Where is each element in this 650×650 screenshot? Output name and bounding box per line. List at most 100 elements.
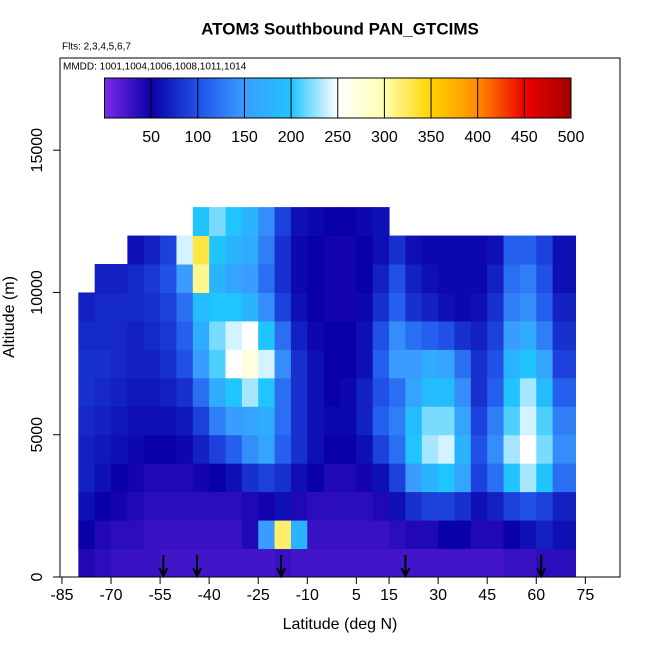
cell (405, 349, 423, 379)
cell (340, 320, 357, 350)
cell (78, 292, 96, 322)
cell (258, 377, 276, 407)
cell (225, 207, 243, 237)
cell (487, 349, 505, 379)
cell (487, 235, 505, 265)
x-tick-label: -25 (247, 587, 270, 604)
cell (127, 264, 145, 293)
cell (487, 320, 505, 350)
cell (290, 520, 308, 550)
x-tick-label: -85 (50, 587, 73, 604)
cell (111, 320, 128, 350)
cell (519, 434, 537, 464)
cell (94, 491, 112, 521)
cell (519, 548, 537, 578)
cell (307, 491, 325, 521)
cell (307, 520, 325, 550)
cell (389, 491, 406, 521)
cell (143, 434, 161, 464)
y-tick-label: 0 (29, 572, 46, 581)
cell (307, 235, 325, 265)
cell (143, 235, 161, 265)
cell (274, 292, 292, 322)
cell (454, 377, 472, 407)
plot-frame (59, 57, 621, 578)
colorbar-tick-label: 400 (464, 129, 491, 146)
cell (503, 520, 521, 550)
cell (454, 520, 472, 550)
cell (78, 406, 96, 436)
cell (536, 264, 554, 293)
cell (241, 292, 259, 322)
cell (160, 434, 177, 464)
cell (487, 520, 505, 550)
cell (143, 377, 161, 407)
cell (438, 235, 455, 265)
cell (192, 434, 210, 464)
cell (487, 434, 505, 464)
cell (258, 434, 276, 464)
cell (323, 320, 341, 350)
cell (503, 264, 521, 293)
colorbar-tick-label: 200 (278, 129, 305, 146)
cell (192, 377, 210, 407)
subtitle: Flts: 2,3,4,5,6,7 (62, 42, 131, 53)
cell (143, 349, 161, 379)
cell (307, 264, 325, 293)
cell (389, 463, 406, 493)
cell (225, 491, 243, 521)
cell (552, 491, 577, 521)
cell (290, 406, 308, 436)
cell (127, 406, 145, 436)
cell (340, 264, 357, 293)
cell (552, 520, 577, 550)
arrow-head (192, 567, 202, 579)
cell (519, 235, 537, 265)
cell (356, 264, 374, 293)
cell (127, 377, 145, 407)
cell (356, 434, 374, 464)
colorbar-tick-label: 500 (558, 129, 585, 146)
cell (127, 491, 145, 521)
x-tick-label: 30 (429, 587, 447, 604)
cell (192, 349, 210, 379)
cell (340, 349, 357, 379)
cell (372, 292, 390, 322)
cell (127, 292, 145, 322)
colorbar-tick-label: 250 (324, 129, 351, 146)
cell (258, 235, 276, 265)
cell (356, 520, 374, 550)
cell (307, 349, 325, 379)
cell (503, 349, 521, 379)
cell (470, 320, 488, 350)
cell (127, 520, 145, 550)
cell (307, 292, 325, 322)
cell (143, 520, 161, 550)
cell (323, 377, 341, 407)
cell (274, 349, 292, 379)
cell (209, 235, 227, 265)
cell (372, 349, 390, 379)
cell (274, 207, 292, 237)
cell (356, 207, 374, 237)
cell (389, 520, 406, 550)
cell (438, 320, 455, 350)
cell (258, 264, 276, 293)
cell (111, 349, 128, 379)
cell (323, 520, 341, 550)
cell (290, 463, 308, 493)
cell (209, 406, 227, 436)
cell (111, 264, 128, 293)
x-tick-label: 15 (380, 587, 398, 604)
cell (307, 377, 325, 407)
cell (405, 406, 423, 436)
cell (487, 264, 505, 293)
cell (78, 434, 96, 464)
cell (356, 320, 374, 350)
cell (258, 349, 276, 379)
cell (438, 434, 455, 464)
cell (552, 406, 577, 436)
cell (405, 292, 423, 322)
cell (372, 463, 390, 493)
cell (421, 463, 439, 493)
